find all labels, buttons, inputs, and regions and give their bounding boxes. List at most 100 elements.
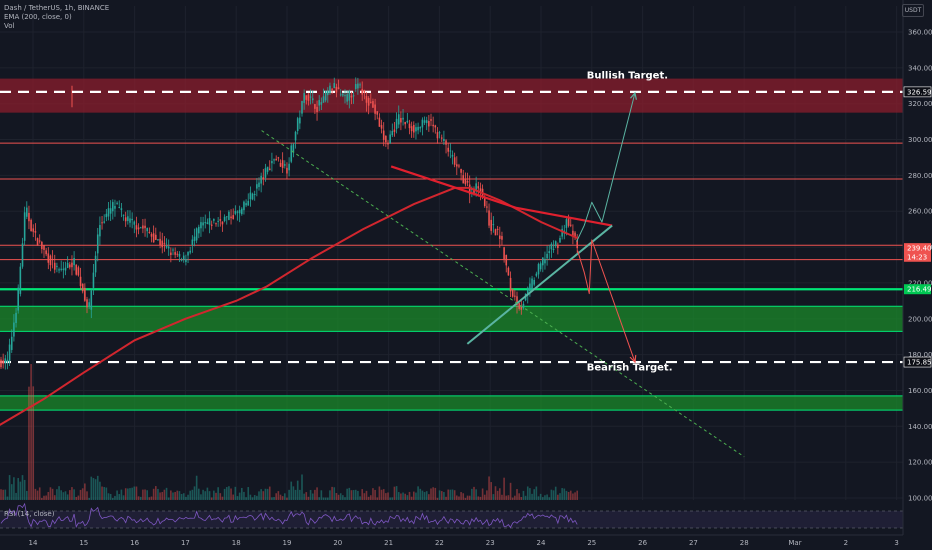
volume-bar: [428, 494, 430, 500]
candle-body: [417, 126, 419, 131]
volume-bar: [71, 487, 73, 500]
candle-body: [370, 101, 372, 103]
volume-bar: [572, 493, 574, 500]
volume-bar: [232, 494, 234, 500]
candle-body: [215, 223, 217, 225]
candle-body: [286, 167, 288, 174]
x-tick-label: 28: [740, 539, 749, 547]
candle-body: [339, 94, 342, 96]
candle-body: [107, 208, 110, 217]
volume-bar: [453, 490, 456, 500]
volume-bar: [494, 486, 497, 500]
volume-bar: [372, 488, 374, 500]
volume-bar: [505, 495, 508, 500]
volume-bar: [161, 492, 164, 500]
volume-bar: [331, 486, 333, 500]
candle-body: [161, 240, 164, 248]
volume-bar: [228, 486, 230, 500]
volume-bar: [221, 496, 224, 500]
candle-body: [245, 203, 247, 206]
volume-indicator-label[interactable]: Vol: [4, 22, 15, 30]
volume-bar: [206, 487, 209, 500]
volume-bar: [447, 489, 449, 500]
candle-body: [350, 95, 353, 98]
volume-bar: [21, 475, 24, 500]
volume-bar: [234, 486, 237, 500]
candle-body: [88, 302, 90, 307]
volume-bar: [174, 492, 176, 500]
currency-badge[interactable]: USDT: [902, 4, 924, 17]
candle-body: [92, 272, 95, 288]
candle-body: [314, 104, 316, 109]
candle-body: [271, 161, 273, 164]
candle-body: [389, 134, 391, 144]
candle-body: [273, 159, 275, 161]
candle-body: [477, 186, 480, 189]
candle-body: [64, 267, 67, 271]
price-tag-box: [903, 86, 932, 98]
candle-body: [400, 118, 402, 123]
volume-bar: [273, 497, 275, 500]
candle-body: [518, 303, 520, 309]
candle-body: [529, 283, 531, 292]
candle-body: [191, 239, 194, 246]
arrow-drawing-3: [576, 92, 636, 242]
candle-body: [71, 262, 73, 268]
volume-bar: [73, 489, 75, 500]
candle-body: [447, 147, 449, 152]
candle-body: [453, 157, 456, 165]
candle-body: [159, 238, 161, 246]
volume-bar: [96, 475, 99, 500]
candle-body: [26, 207, 28, 217]
candle-body: [542, 257, 544, 266]
y-tick-label: 180.00: [908, 351, 932, 359]
volume-bar: [241, 487, 243, 500]
candle-body: [410, 126, 413, 132]
volume-bar: [456, 495, 458, 500]
candle-body: [552, 248, 555, 250]
volume-bar: [529, 488, 531, 500]
candle-body: [496, 228, 499, 230]
candle-body: [419, 127, 422, 129]
ema-indicator-label[interactable]: EMA (200, close, 0): [4, 13, 72, 21]
candle-body: [116, 202, 118, 204]
candle-body: [137, 227, 140, 230]
candle-body: [253, 194, 256, 196]
volume-bar: [200, 494, 202, 500]
candle-body: [124, 217, 127, 222]
volume-bar: [36, 490, 39, 500]
candle-body: [62, 268, 65, 270]
candle-body: [413, 124, 415, 133]
candle-body: [505, 254, 508, 266]
volume-bar: [189, 490, 191, 500]
volume-bar: [56, 489, 58, 500]
y-tick-label: 320.00: [908, 100, 932, 108]
volume-bar: [45, 495, 47, 500]
volume-bar: [217, 487, 219, 500]
candle-body: [428, 120, 430, 127]
volume-bar: [79, 489, 82, 500]
candle-body: [539, 263, 542, 270]
candle-body: [380, 125, 383, 129]
volume-bar: [537, 496, 540, 500]
rsi-indicator-label[interactable]: RSI (14, close): [4, 510, 55, 518]
volume-bar: [507, 495, 510, 500]
candle-body: [550, 243, 553, 250]
lower-support-zone: [0, 395, 903, 411]
candle-body: [114, 206, 116, 209]
volume-bar: [84, 483, 86, 500]
grid: [0, 6, 903, 500]
candle-body: [69, 264, 71, 268]
price-tag-label: 239.40: [907, 245, 932, 253]
volume-bar: [522, 490, 525, 500]
volume-bar: [51, 488, 54, 500]
volume-bar: [410, 496, 413, 500]
volume-bar: [417, 486, 419, 500]
volume-bar: [445, 496, 447, 500]
candle-body: [501, 236, 503, 240]
volume-bar: [548, 497, 551, 500]
volume-bar: [26, 490, 28, 500]
y-tick-label: 120.00: [908, 459, 932, 467]
volume-bar: [464, 497, 467, 500]
